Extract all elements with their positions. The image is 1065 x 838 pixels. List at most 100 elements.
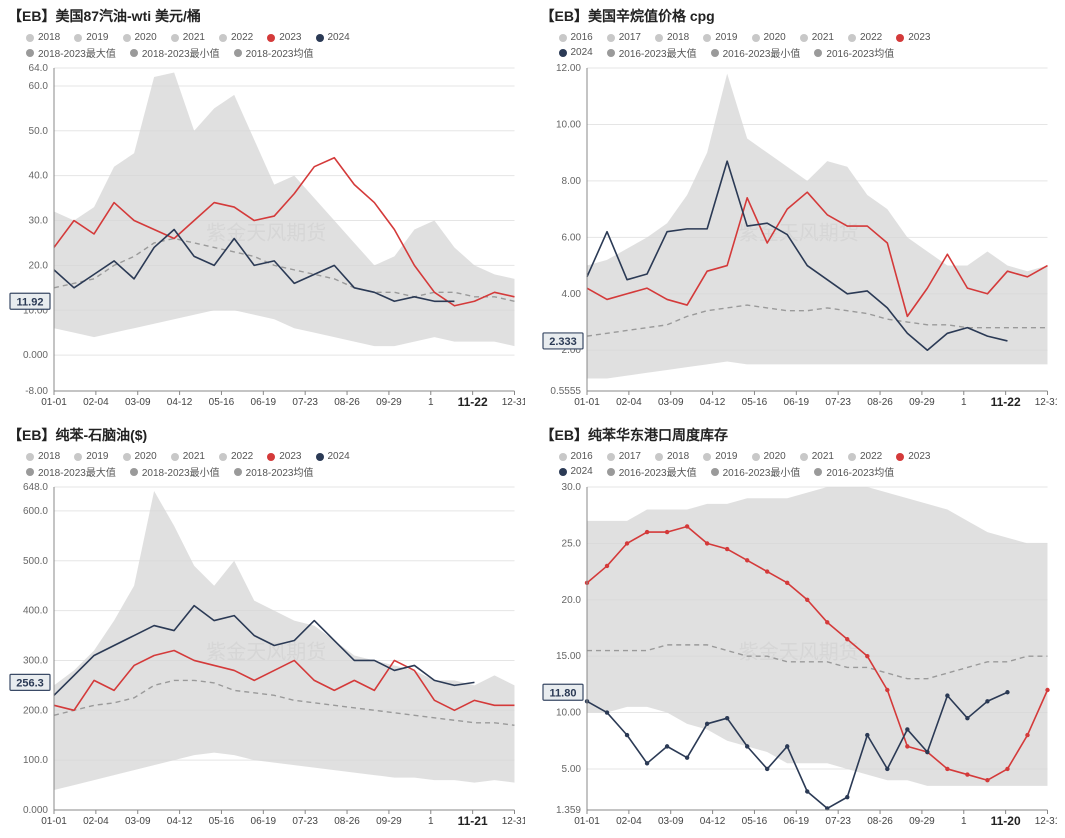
- svg-text:60.0: 60.0: [29, 81, 49, 92]
- svg-text:06-19: 06-19: [783, 816, 809, 827]
- legend-item: 2023: [267, 451, 301, 462]
- svg-text:300.0: 300.0: [23, 655, 48, 666]
- legend-item: 2021: [800, 32, 834, 43]
- legend-swatch-icon: [234, 468, 242, 476]
- svg-text:02-04: 02-04: [616, 816, 642, 827]
- legend-swatch-icon: [800, 34, 808, 42]
- legend-swatch-icon: [703, 453, 711, 461]
- legend-item: 2016-2023均值: [814, 45, 894, 60]
- chart-panel: 【EB】纯苯华东港口周度库存20162017201820192020202120…: [533, 419, 1065, 838]
- svg-text:1: 1: [428, 816, 434, 827]
- svg-text:10.00: 10.00: [555, 119, 580, 130]
- legend-item: 2018: [26, 451, 60, 462]
- legend-item: 2016: [559, 32, 593, 43]
- svg-text:648.0: 648.0: [23, 482, 48, 493]
- chart-svg: 0.000100.0200.0300.0400.0500.0600.0648.0…: [8, 481, 525, 834]
- legend-item: 2016-2023最大值: [607, 45, 697, 60]
- legend-label: 2023: [908, 451, 930, 462]
- legend-swatch-icon: [607, 453, 615, 461]
- legend-label: 2018-2023最小值: [142, 45, 220, 60]
- legend-item: 2024: [559, 464, 593, 479]
- svg-text:20.0: 20.0: [561, 595, 581, 606]
- chart-panel: 【EB】美国辛烷值价格 cpg2016201720182019202020212…: [533, 0, 1065, 419]
- legend-label: 2021: [812, 451, 834, 462]
- svg-text:05-16: 05-16: [741, 816, 767, 827]
- legend-label: 2016-2023最大值: [619, 464, 697, 479]
- legend-label: 2018: [38, 32, 60, 43]
- svg-text:10.00: 10.00: [555, 708, 580, 719]
- svg-text:07-23: 07-23: [292, 397, 318, 408]
- svg-text:08-26: 08-26: [867, 816, 893, 827]
- legend-label: 2021: [183, 451, 205, 462]
- legend-swatch-icon: [234, 49, 242, 57]
- svg-text:15.00: 15.00: [555, 651, 580, 662]
- svg-text:05-16: 05-16: [209, 816, 235, 827]
- legend-swatch-icon: [752, 453, 760, 461]
- chart-legend-row: 20242016-2023最大值2016-2023最小值2016-2023均值: [541, 45, 1058, 60]
- svg-text:12.00: 12.00: [555, 63, 580, 74]
- legend-swatch-icon: [752, 34, 760, 42]
- svg-text:05-16: 05-16: [209, 397, 235, 408]
- svg-text:500.0: 500.0: [23, 556, 48, 567]
- legend-label: 2021: [812, 32, 834, 43]
- chart-legend-row: 2018 2019 2020 2021 2022 2023 2024: [8, 451, 525, 462]
- legend-label: 2024: [328, 32, 350, 43]
- legend-label: 2019: [86, 451, 108, 462]
- legend-label: 2020: [764, 32, 786, 43]
- svg-text:4.00: 4.00: [561, 289, 581, 300]
- legend-item: 2019: [703, 32, 737, 43]
- svg-text:09-29: 09-29: [909, 397, 935, 408]
- legend-swatch-icon: [559, 453, 567, 461]
- svg-text:11.80: 11.80: [549, 687, 576, 699]
- svg-text:11.92: 11.92: [17, 296, 44, 308]
- svg-text:04-12: 04-12: [167, 397, 193, 408]
- legend-item: 2018-2023最大值: [26, 464, 116, 479]
- svg-text:07-23: 07-23: [825, 816, 851, 827]
- legend-label: 2022: [231, 32, 253, 43]
- legend-item: 2018: [655, 32, 689, 43]
- svg-text:100.0: 100.0: [23, 755, 48, 766]
- svg-text:01-01: 01-01: [41, 397, 67, 408]
- legend-item: 2018-2023均值: [234, 45, 314, 60]
- svg-text:04-12: 04-12: [699, 816, 725, 827]
- legend-label: 2018: [38, 451, 60, 462]
- legend-label: 2019: [715, 451, 737, 462]
- legend-label: 2022: [860, 32, 882, 43]
- legend-item: 2022: [219, 451, 253, 462]
- svg-text:11-20: 11-20: [990, 814, 1020, 828]
- legend-item: 2016-2023最大值: [607, 464, 697, 479]
- legend-label: 2024: [571, 466, 593, 477]
- legend-item: 2024: [316, 32, 350, 43]
- legend-label: 2022: [231, 451, 253, 462]
- legend-label: 2016-2023最大值: [619, 45, 697, 60]
- svg-text:-8.00: -8.00: [25, 386, 48, 397]
- legend-swatch-icon: [123, 453, 131, 461]
- legend-swatch-icon: [711, 49, 719, 57]
- legend-item: 2018: [655, 451, 689, 462]
- legend-label: 2018: [667, 32, 689, 43]
- svg-text:1: 1: [960, 816, 966, 827]
- svg-text:5.00: 5.00: [561, 764, 581, 775]
- svg-text:04-12: 04-12: [167, 816, 193, 827]
- legend-label: 2016: [571, 451, 593, 462]
- legend-label: 2016: [571, 32, 593, 43]
- legend-swatch-icon: [219, 453, 227, 461]
- legend-swatch-icon: [703, 34, 711, 42]
- svg-text:09-29: 09-29: [376, 397, 402, 408]
- legend-swatch-icon: [655, 34, 663, 42]
- svg-text:0.000: 0.000: [23, 805, 48, 816]
- legend-swatch-icon: [655, 453, 663, 461]
- legend-swatch-icon: [711, 468, 719, 476]
- svg-text:30.0: 30.0: [29, 216, 49, 227]
- chart-plot-area: 紫金天风期货1.3595.0010.0015.0020.025.030.001-…: [541, 481, 1058, 834]
- legend-swatch-icon: [316, 34, 324, 42]
- svg-text:02-04: 02-04: [83, 397, 109, 408]
- svg-text:05-16: 05-16: [741, 397, 767, 408]
- svg-text:02-04: 02-04: [83, 816, 109, 827]
- legend-item: 2022: [219, 32, 253, 43]
- legend-swatch-icon: [559, 34, 567, 42]
- legend-swatch-icon: [26, 468, 34, 476]
- legend-swatch-icon: [219, 34, 227, 42]
- legend-item: 2020: [123, 451, 157, 462]
- legend-item: 2024: [316, 451, 350, 462]
